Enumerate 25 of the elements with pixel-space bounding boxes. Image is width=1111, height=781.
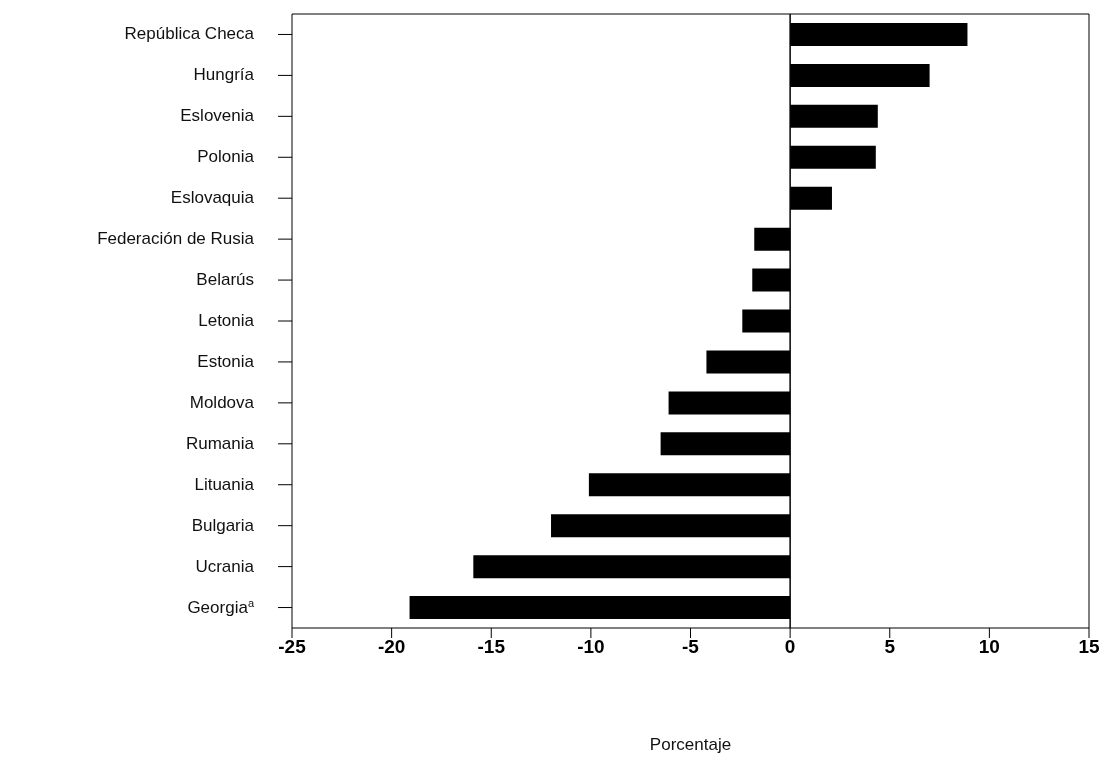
y-tick-label: Eslovaquia xyxy=(170,188,255,208)
x-axis-title: Porcentaje xyxy=(649,735,732,754)
x-tick-label: 10 xyxy=(978,636,1000,658)
y-tick-label: Belarús xyxy=(196,270,254,290)
x-tick-label: -5 xyxy=(682,636,700,658)
y-tick-label: Letonia xyxy=(198,311,255,330)
y-tick-label: Ucrania xyxy=(195,556,255,576)
y-tick-label: Lituania xyxy=(194,474,255,494)
x-tick-label: -25 xyxy=(278,636,307,658)
y-tick-label: Estonia xyxy=(197,351,255,371)
y-tick-label: Polonia xyxy=(197,147,255,167)
x-tick-label: -15 xyxy=(477,636,506,658)
x-tick-label: 0 xyxy=(784,636,796,658)
x-tick-label: 5 xyxy=(884,636,896,658)
x-tick-label: -10 xyxy=(577,636,605,658)
y-tick-label: República Checa xyxy=(124,24,255,44)
y-tick-label: Moldova xyxy=(189,392,255,412)
y-tick-label: Bulgaria xyxy=(191,515,255,535)
y-tick-label: Rumania xyxy=(185,433,255,453)
x-tick-label: -20 xyxy=(377,636,406,658)
y-tick-label: Georgia$^{a}$ xyxy=(187,596,255,617)
y-tick-label: Eslovenia xyxy=(180,106,255,126)
x-tick-label: 15 xyxy=(1078,636,1100,658)
y-tick-label: Hungría xyxy=(193,65,255,85)
y-tick-label: Federación de Rusia xyxy=(97,229,255,249)
